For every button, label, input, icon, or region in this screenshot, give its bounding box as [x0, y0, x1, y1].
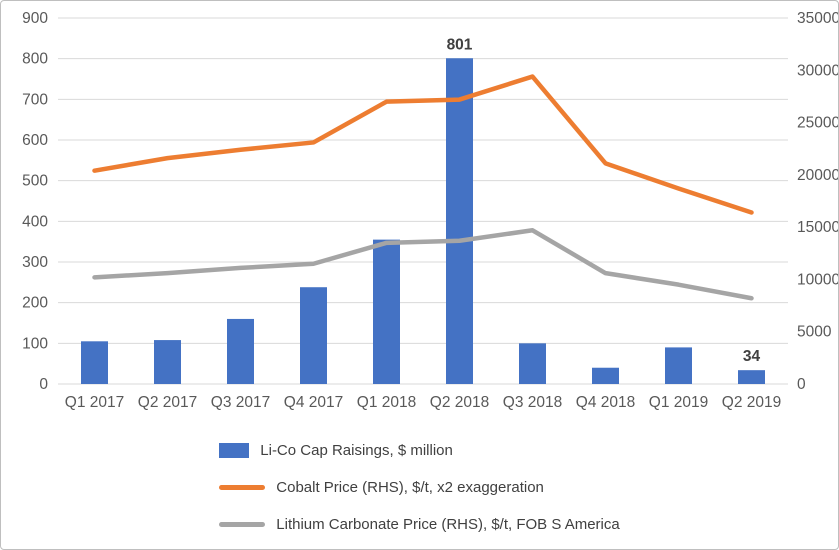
cobalt-price-line: [92, 74, 754, 215]
lithium-line-swatch-icon: [219, 521, 266, 527]
bar-cap-raisings: [300, 287, 327, 384]
right-axis-tick-label: 25000: [797, 115, 839, 132]
legend-item-cap-raisings: Li-Co Cap Raisings, $ million: [219, 439, 453, 461]
chart-legend: Li-Co Cap Raisings, $ million Cobalt Pri…: [1, 439, 838, 535]
cobalt-line-swatch-icon: [219, 484, 266, 490]
legend-label-lithium-price: Lithium Carbonate Price (RHS), $/t, FOB …: [276, 515, 620, 533]
right-axis-tick-label: 15000: [797, 219, 839, 236]
left-axis-tick-label: 300: [22, 254, 48, 271]
left-axis-tick-label: 500: [22, 173, 48, 190]
legend-item-cobalt-price: Cobalt Price (RHS), $/t, x2 exaggeration: [219, 476, 544, 498]
right-axis-tick-label: 10000: [797, 271, 839, 288]
bar-cap-raisings: [738, 370, 765, 384]
bar-cap-raisings: [227, 318, 254, 384]
bar-cap-raisings: [519, 343, 546, 384]
left-axis-tick-label: 200: [22, 295, 48, 312]
bar-series-swatch-icon: [219, 442, 250, 458]
lithium-price-line: [92, 228, 754, 301]
left-axis-tick-label: 700: [22, 91, 48, 108]
left-axis-tick-label: 600: [22, 132, 48, 149]
bar-value-label: 34: [743, 348, 761, 365]
x-axis-category-label: Q3 2018: [503, 394, 562, 411]
legend-label-cobalt-price: Cobalt Price (RHS), $/t, x2 exaggeration: [276, 478, 544, 496]
legend-label-cap-raisings: Li-Co Cap Raisings, $ million: [260, 441, 453, 459]
left-axis-tick-label: 800: [22, 51, 48, 68]
x-axis-category-label: Q4 2018: [576, 394, 635, 411]
right-axis-tick-label: 5000: [797, 324, 832, 341]
left-axis-tick-label: 900: [22, 10, 48, 27]
x-axis-category-label: Q4 2017: [284, 394, 343, 411]
bar-cap-raisings: [592, 367, 619, 384]
left-axis-tick-label: 100: [22, 335, 48, 352]
bar-cap-raisings: [154, 340, 181, 384]
x-axis-category-label: Q2 2017: [138, 394, 197, 411]
right-axis-tick-label: 30000: [797, 62, 839, 79]
chart-plot-area: 0 100 200 300 400 500 600 700 800 900 0 5000 10000 15…: [22, 10, 839, 411]
x-axis-category-label: Q1 2018: [357, 394, 416, 411]
bar-cap-raisings: [81, 341, 108, 384]
bar-value-label: 801: [447, 36, 473, 53]
right-axis-tick-label: 0: [797, 376, 806, 393]
x-axis-category-label: Q2 2018: [430, 394, 489, 411]
x-axis-category-label: Q3 2017: [211, 394, 270, 411]
x-axis-category-label: Q1 2017: [65, 394, 124, 411]
left-axis-tick-label: 0: [39, 376, 48, 393]
bar-cap-raisings: [446, 58, 473, 384]
x-axis-category-label: Q1 2019: [649, 394, 708, 411]
bar-cap-raisings: [373, 239, 400, 384]
x-axis-category-label: Q2 2019: [722, 394, 781, 411]
bar-cap-raisings: [665, 347, 692, 384]
left-axis-tick-label: 400: [22, 213, 48, 230]
right-axis-tick-label: 35000: [797, 10, 839, 27]
right-axis-tick-label: 20000: [797, 167, 839, 184]
chart-legend-items: Li-Co Cap Raisings, $ million Cobalt Pri…: [219, 439, 620, 535]
legend-item-lithium-price: Lithium Carbonate Price (RHS), $/t, FOB …: [219, 513, 620, 535]
